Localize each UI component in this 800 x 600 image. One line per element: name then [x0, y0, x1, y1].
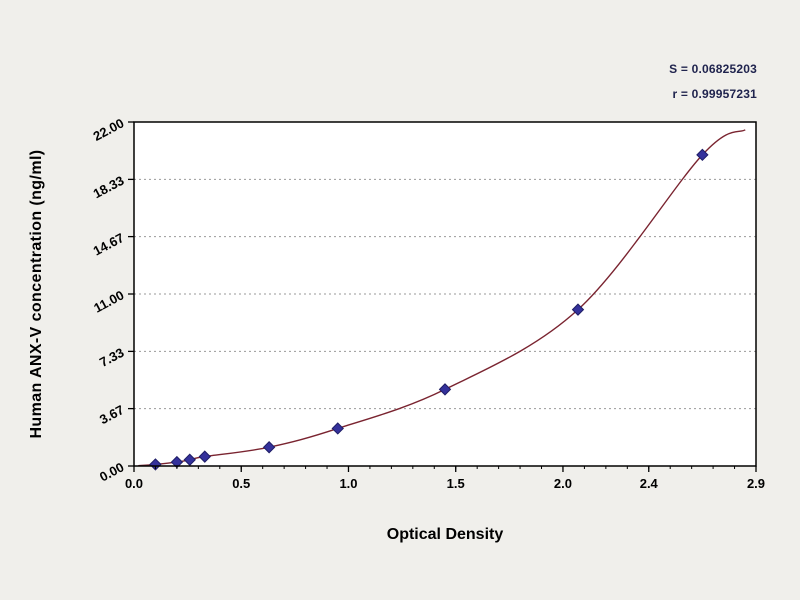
stat-s-value: S = 0.06825203: [669, 62, 757, 76]
y-tick-label: 18.33: [91, 173, 127, 202]
y-tick-label: 22.00: [91, 115, 127, 144]
data-point-marker: [198, 450, 211, 463]
data-point-marker: [438, 383, 452, 396]
y-tick-label: 3.67: [97, 402, 126, 427]
data-point-marker: [149, 458, 162, 471]
x-tick-label: 1.5: [447, 476, 465, 491]
x-tick-label: 0.0: [125, 476, 143, 491]
x-tick-label: 2.0: [554, 476, 572, 491]
data-point-marker: [183, 453, 196, 466]
data-point-marker: [262, 441, 276, 454]
data-point-marker: [571, 303, 585, 316]
y-tick-label: 7.33: [97, 345, 126, 370]
y-tick-label: 14.67: [91, 230, 127, 259]
data-point-marker: [696, 148, 709, 162]
x-tick-label: 2.9: [747, 476, 765, 491]
x-tick-label: 2.4: [640, 476, 659, 491]
x-tick-label: 0.5: [232, 476, 250, 491]
y-tick-label: 0.00: [97, 459, 126, 484]
x-axis-label: Optical Density: [386, 526, 504, 543]
data-point-marker: [331, 422, 344, 435]
y-tick-label: 11.00: [91, 287, 126, 315]
fit-statistics: S = 0.06825203 r = 0.99957231: [669, 57, 757, 107]
x-tick-label: 1.0: [339, 476, 357, 491]
stat-r-value: r = 0.99957231: [672, 87, 757, 101]
